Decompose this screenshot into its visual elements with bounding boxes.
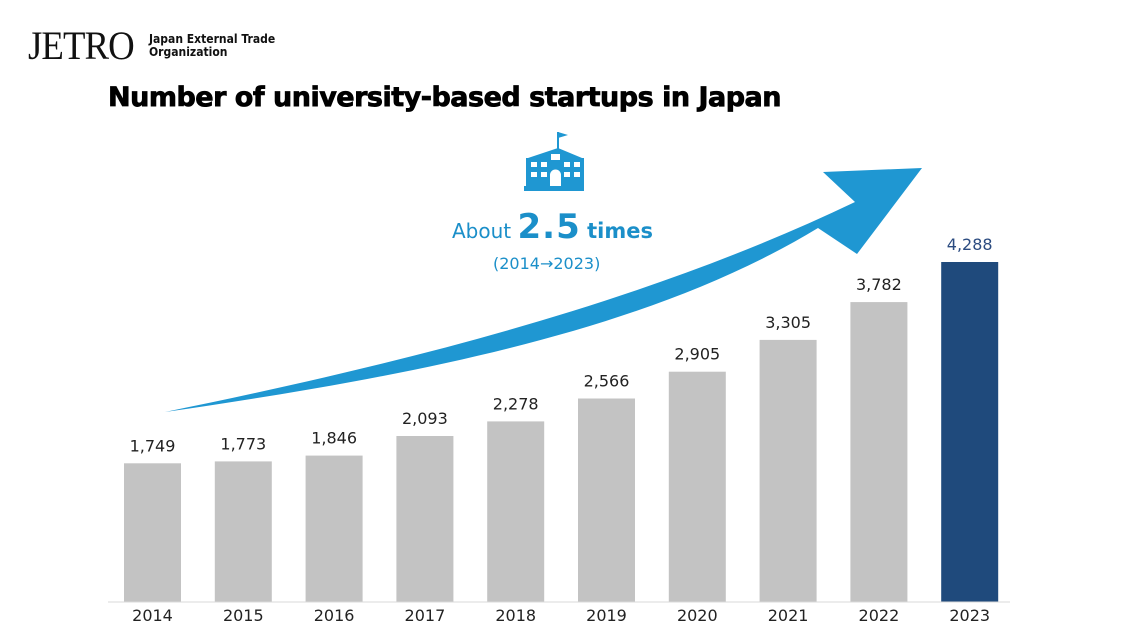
tick-label-2016: 2016 — [314, 606, 355, 625]
bar-2023 — [941, 262, 999, 602]
tick-label-2020: 2020 — [677, 606, 718, 625]
value-label-2018: 2,278 — [493, 394, 539, 413]
tick-label-2023: 2023 — [949, 606, 990, 625]
bar-2020 — [668, 371, 726, 602]
value-label-2020: 2,905 — [674, 345, 720, 364]
value-label-2014: 1,749 — [130, 436, 176, 455]
callout-value: 2.5 — [517, 207, 581, 247]
value-label-2021: 3,305 — [765, 313, 811, 332]
jetro-logo: JETRO Japan External Trade Organization — [28, 26, 289, 66]
tick-label-2018: 2018 — [495, 606, 536, 625]
bar-2019 — [578, 398, 635, 602]
tick-label-2015: 2015 — [223, 606, 264, 625]
value-label-2023: 4,288 — [947, 235, 993, 254]
tick-label-2017: 2017 — [405, 606, 446, 625]
growth-callout: About 2.5 times — [452, 207, 653, 247]
tick-label-2021: 2021 — [768, 606, 809, 625]
logo-text-line1: Japan External Trade — [149, 32, 276, 46]
bars-group — [124, 262, 999, 602]
bar-2018 — [487, 421, 545, 602]
bar-2021 — [759, 339, 817, 602]
logo-text: Japan External Trade Organization — [149, 33, 275, 59]
callout-prefix: About — [452, 219, 512, 243]
callout-period: (2014→2023) — [493, 254, 601, 273]
bar-2015 — [214, 461, 272, 602]
tick-label-2022: 2022 — [859, 606, 900, 625]
logo-mark: JETRO — [28, 23, 135, 68]
value-label-2022: 3,782 — [856, 275, 902, 294]
bar-2016 — [305, 455, 363, 602]
tick-label-2014: 2014 — [132, 606, 173, 625]
value-label-2016: 1,846 — [311, 429, 357, 448]
growth-arrow-icon — [165, 168, 922, 412]
value-label-2015: 1,773 — [220, 434, 266, 453]
school-building-icon — [524, 132, 584, 191]
callout-unit: times — [587, 219, 653, 243]
bar-2022 — [850, 302, 908, 602]
bar-2017 — [396, 436, 454, 602]
value-label-2017: 2,093 — [402, 409, 448, 428]
tick-labels-group: 2014 2015 2016 2017 2018 2019 2020 2021 2022 2023 — [132, 606, 990, 625]
page-title: Number of university-based startups in J… — [108, 82, 782, 114]
tick-label-2019: 2019 — [586, 606, 627, 625]
bar-2014 — [124, 463, 181, 602]
value-labels-group: 1,749 1,773 1,846 2,093 2,278 2,566 2,905 3,305… — [130, 235, 993, 455]
logo-text-line2: Organization — [149, 45, 228, 59]
value-label-2019: 2,566 — [584, 372, 630, 391]
